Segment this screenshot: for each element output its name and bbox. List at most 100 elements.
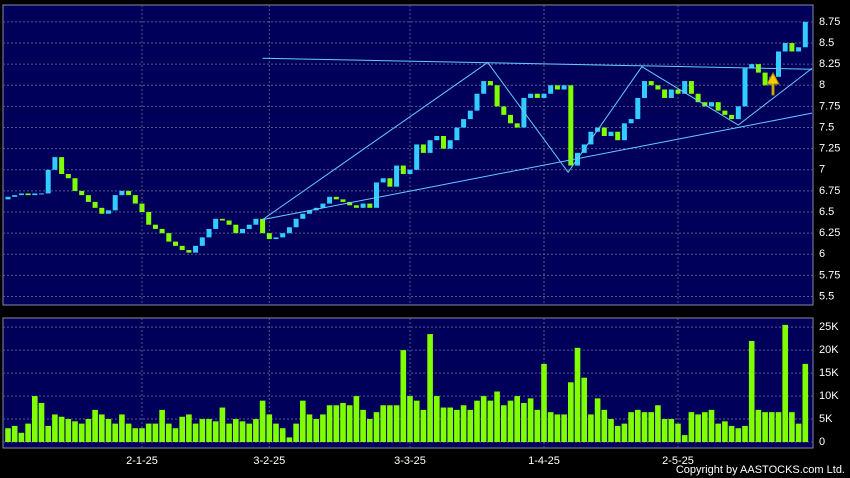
trend-line [262, 61, 813, 221]
candle [682, 81, 688, 94]
volume-bar [514, 396, 520, 442]
volume-bar [460, 405, 467, 442]
volume-bar [755, 409, 762, 442]
signal-arrow [766, 71, 780, 96]
volume-bar [172, 428, 179, 442]
y-tick-label: 7.25 [819, 143, 840, 155]
candle [561, 85, 567, 90]
volume-bar [85, 419, 92, 442]
volume-bar [735, 428, 742, 442]
candle [360, 203, 366, 208]
volume-bar [474, 400, 480, 442]
candle [441, 135, 446, 149]
volume-bar [367, 419, 373, 442]
volume-bar [534, 409, 541, 442]
volume-bar [99, 414, 105, 442]
candle [333, 196, 339, 200]
volume-bar [487, 400, 494, 442]
candle [494, 85, 500, 107]
candle [159, 228, 165, 234]
volume-bar [635, 409, 641, 442]
candle [266, 233, 272, 240]
volume-bar [38, 402, 45, 442]
volume-bar [119, 414, 125, 442]
volume-bar [380, 405, 386, 442]
candle [226, 220, 232, 225]
candle [400, 165, 406, 175]
candle [407, 169, 413, 175]
volume-bar [233, 419, 239, 442]
candle [59, 157, 65, 175]
volume-bar [279, 428, 286, 442]
volume-bar [393, 405, 400, 442]
volume-bar [159, 409, 165, 442]
volume-bar [628, 412, 634, 442]
candle [193, 245, 199, 253]
volume-bar [306, 414, 313, 442]
candle [327, 196, 333, 204]
candle [749, 64, 755, 69]
volume-bar [668, 419, 675, 442]
candle [467, 110, 473, 120]
candle [106, 210, 111, 214]
trend-line [262, 57, 813, 70]
volume-bar [340, 402, 346, 442]
candle [414, 144, 420, 170]
volume-bar [775, 412, 782, 442]
volume-bar [273, 423, 279, 442]
volume-bar [186, 414, 192, 442]
y-tick-label: 7.75 [819, 100, 840, 112]
candle [65, 174, 71, 179]
volume-bar [266, 414, 273, 442]
volume-bar [802, 363, 809, 442]
volume-bar [447, 407, 453, 442]
candle [206, 228, 212, 238]
y-tick-label: 5K [819, 413, 833, 425]
candle [642, 81, 647, 98]
volume-bar [702, 412, 708, 442]
candle [213, 218, 219, 229]
volume-bar [246, 423, 252, 442]
volume-bar [166, 423, 172, 442]
volume-bar [688, 412, 695, 442]
candle [146, 212, 152, 225]
volume-bar [722, 421, 728, 442]
volume-bar [507, 400, 514, 442]
candle [487, 81, 493, 86]
volume-bar [326, 405, 333, 442]
volume-bar [782, 324, 788, 442]
volume-bar [239, 421, 246, 442]
candle [782, 43, 788, 52]
candle [119, 190, 125, 196]
candle [380, 178, 386, 183]
y-tick-label: 10K [819, 390, 839, 402]
candle [173, 241, 178, 246]
candle [514, 123, 520, 128]
candle [615, 131, 621, 141]
volume-bar [206, 419, 212, 442]
candle [387, 178, 393, 187]
candle [628, 119, 634, 124]
volume-bar [561, 414, 567, 442]
y-tick-label: 0 [819, 436, 825, 448]
volume-bar [420, 409, 427, 442]
candle [307, 210, 312, 214]
volume-bar [695, 414, 701, 442]
candle [219, 218, 225, 221]
volume-bar [333, 405, 340, 442]
candle [5, 196, 11, 200]
candle [796, 47, 802, 52]
candle [300, 213, 306, 219]
candle [588, 131, 594, 145]
volume-bar [608, 419, 614, 442]
volume-bar [300, 400, 306, 442]
candle [280, 233, 286, 238]
candle [273, 237, 279, 240]
candle [427, 140, 433, 153]
y-tick-label: 8.5 [819, 37, 834, 49]
candle [534, 93, 540, 98]
volume-bar [313, 419, 319, 442]
candle [776, 51, 781, 77]
y-tick-label: 5.75 [819, 269, 840, 281]
